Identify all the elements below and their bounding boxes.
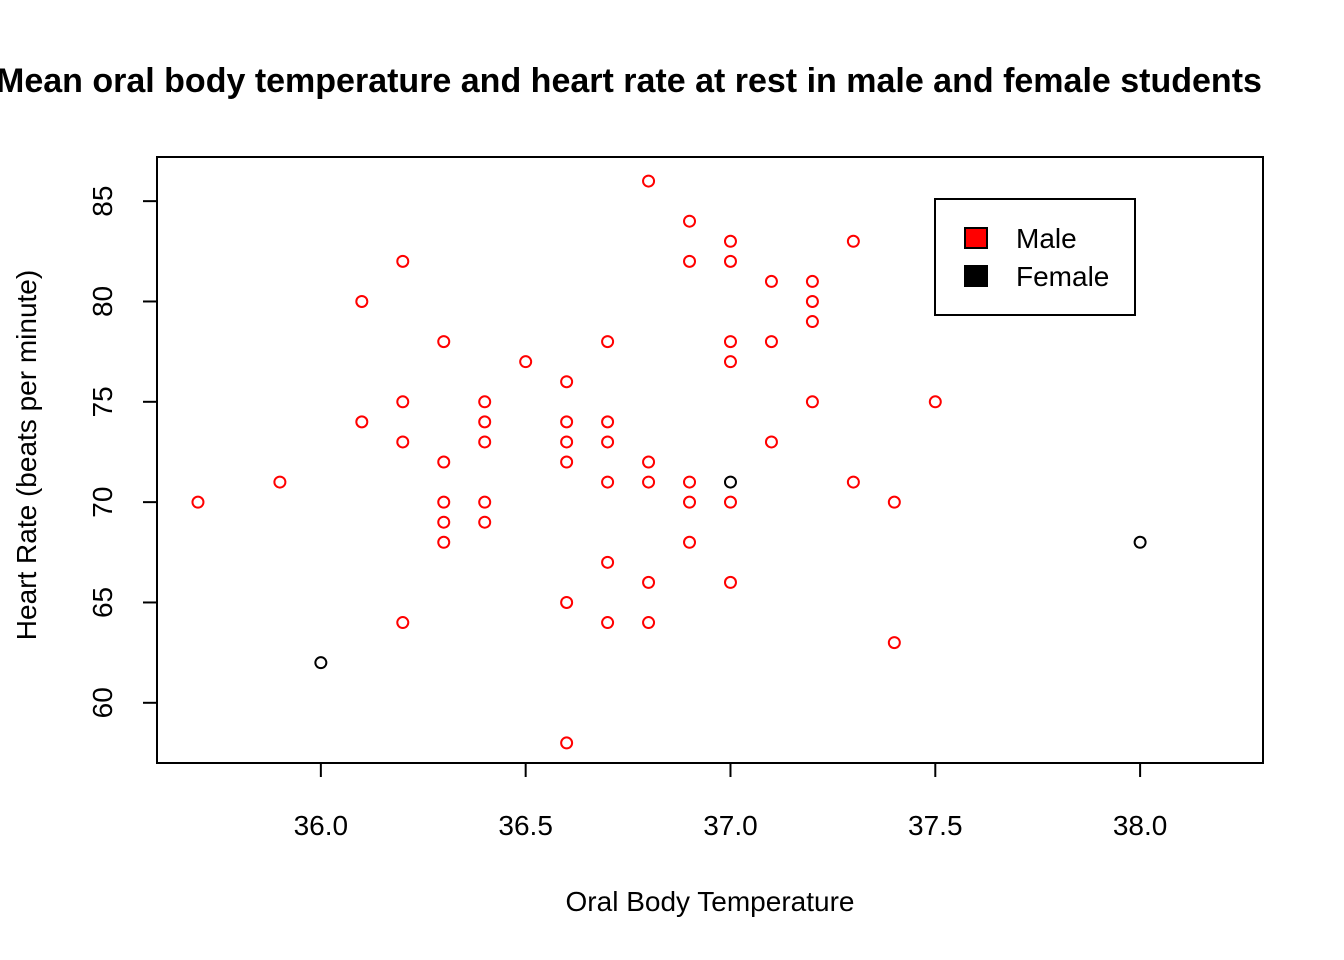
male-point [355,415,369,429]
male-point [764,335,778,349]
male-point [560,435,574,449]
y-tick-label: 70 [87,487,118,518]
male-point [478,515,492,529]
male-point [601,555,615,569]
male-point [846,234,860,248]
male-point [723,355,737,369]
male-point [437,535,451,549]
male-point [396,254,410,268]
male-point [723,335,737,349]
male-point [560,375,574,389]
male-point [642,174,656,188]
male-point [805,315,819,329]
data-points [191,174,1147,750]
male-point [683,254,697,268]
female-point [723,475,737,489]
legend-label-male: Male [1016,223,1077,254]
male-point [642,616,656,630]
male-point [519,355,533,369]
x-tick-label: 37.5 [908,810,963,841]
female-point [1133,535,1147,549]
y-tick-label: 75 [87,386,118,417]
y-axis: 60 65 70 75 80 85 [87,186,158,718]
male-point [560,595,574,609]
male-point [601,435,615,449]
x-axis: 36.0 36.5 37.0 37.5 38.0 [294,762,1168,841]
legend-box [934,198,1136,316]
male-point [846,475,860,489]
male-point [478,415,492,429]
y-axis-label: Heart Rate (beats per minute) [11,270,42,640]
male-point [396,435,410,449]
male-point [478,435,492,449]
male-point [642,455,656,469]
y-tick-label: 80 [87,286,118,317]
legend-swatch-male [964,227,988,249]
male-point [560,736,574,750]
male-point [887,636,901,650]
male-point [723,495,737,509]
chart-title: Mean oral body temperature and heart rat… [0,62,1262,100]
male-point [601,616,615,630]
male-point [683,214,697,228]
male-point [723,575,737,589]
male-point [437,455,451,469]
y-tick-label: 65 [87,587,118,618]
male-point [683,495,697,509]
x-tick-label: 36.0 [294,810,349,841]
male-point [601,415,615,429]
y-tick-label: 85 [87,186,118,217]
male-point [560,455,574,469]
legend: Male Female [934,198,1136,316]
male-point [805,395,819,409]
male-point [887,495,901,509]
male-point [273,475,287,489]
legend-label-female: Female [1016,261,1109,292]
x-tick-label: 37.0 [703,810,758,841]
male-point [683,535,697,549]
male-point [437,495,451,509]
male-point [764,274,778,288]
male-point [764,435,778,449]
male-point [396,616,410,630]
male-point [396,395,410,409]
male-point [642,475,656,489]
x-axis-label: Oral Body Temperature [566,886,855,917]
male-point [355,294,369,308]
male-point [560,415,574,429]
male-point [437,515,451,529]
x-tick-label: 36.5 [498,810,553,841]
male-point [478,395,492,409]
male-point [683,475,697,489]
x-tick-label: 38.0 [1113,810,1168,841]
male-point [478,495,492,509]
male-point [437,335,451,349]
legend-swatch-female [964,265,988,287]
male-point [191,495,205,509]
male-point [723,234,737,248]
male-point [601,335,615,349]
male-point [928,395,942,409]
male-point [601,475,615,489]
male-point [805,274,819,288]
y-tick-label: 60 [87,687,118,718]
female-point [314,656,328,670]
male-point [723,254,737,268]
male-point [642,575,656,589]
male-point [805,294,819,308]
